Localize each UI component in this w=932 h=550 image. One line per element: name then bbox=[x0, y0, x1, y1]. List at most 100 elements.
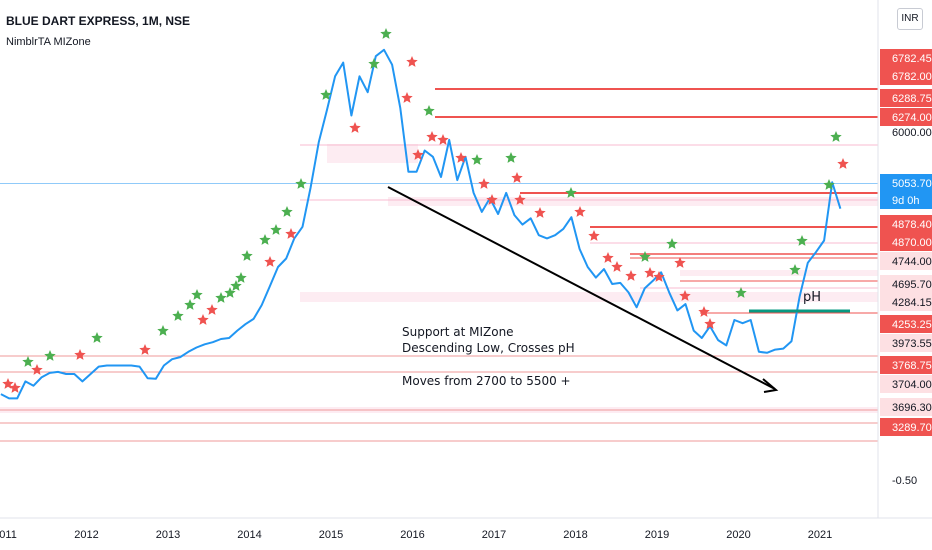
price-label: 6782.45 bbox=[892, 53, 932, 65]
mizone-star-marker bbox=[505, 152, 517, 163]
price-label: 4744.00 bbox=[892, 256, 932, 268]
trend-arrow bbox=[387, 186, 779, 393]
x-tick-label: 2011 bbox=[0, 529, 17, 541]
price-label: 4695.70 bbox=[892, 279, 932, 291]
mizone-markers bbox=[2, 28, 849, 393]
mizone-star-marker bbox=[679, 290, 691, 301]
price-label: 4878.40 bbox=[892, 219, 932, 231]
price-label-bg bbox=[880, 174, 932, 192]
mizone-band bbox=[680, 270, 878, 276]
price-label-bg bbox=[880, 398, 932, 416]
mizone-star-marker bbox=[837, 158, 849, 169]
mizone-bands bbox=[0, 144, 878, 413]
price-label-bg bbox=[880, 293, 932, 311]
x-tick-label: 2018 bbox=[563, 529, 587, 541]
indicator-title: NimblrTA MIZone bbox=[6, 36, 91, 48]
mizone-star-marker bbox=[230, 280, 242, 291]
mizone-star-marker bbox=[644, 267, 656, 278]
x-tick-label: 2012 bbox=[74, 529, 98, 541]
price-label-bg bbox=[880, 49, 932, 67]
mizone-star-marker bbox=[235, 272, 247, 283]
mizone-star-marker bbox=[157, 325, 169, 336]
price-label: 3973.55 bbox=[892, 338, 932, 350]
price-label-bg bbox=[880, 233, 932, 251]
mizone-star-marker bbox=[625, 270, 637, 281]
mizone-star-marker bbox=[259, 234, 271, 245]
symbol-title: BLUE DART EXPRESS, 1M, NSE bbox=[6, 14, 191, 28]
mizone-star-marker bbox=[471, 154, 483, 165]
mizone-star-marker bbox=[91, 332, 103, 343]
mizone-star-marker bbox=[796, 235, 808, 246]
price-label-bg bbox=[880, 315, 932, 333]
mizone-star-marker bbox=[281, 206, 293, 217]
mizone-star-marker bbox=[674, 257, 686, 268]
price-label-bg bbox=[880, 375, 932, 393]
x-tick-label: 2021 bbox=[808, 529, 832, 541]
mizone-star-marker bbox=[704, 318, 716, 329]
mizone-star-marker bbox=[486, 194, 498, 205]
mizone-star-marker bbox=[44, 350, 56, 361]
mizone-star-marker bbox=[478, 178, 490, 189]
x-tick-label: 2016 bbox=[400, 529, 424, 541]
mizone-star-marker bbox=[514, 194, 526, 205]
mizone-star-marker bbox=[264, 256, 276, 267]
price-label: 4870.00 bbox=[892, 237, 932, 249]
mizone-levels bbox=[0, 88, 878, 442]
mizone-star-marker bbox=[412, 149, 424, 160]
mizone-star-marker bbox=[224, 287, 236, 298]
mizone-star-marker bbox=[349, 122, 361, 133]
mizone-star-marker bbox=[653, 271, 665, 282]
price-label-bg bbox=[880, 252, 932, 270]
x-tick-label: 2014 bbox=[237, 529, 261, 541]
mizone-star-marker bbox=[197, 314, 209, 325]
mizone-star-marker bbox=[511, 172, 523, 183]
price-label: -0.50 bbox=[892, 475, 917, 487]
mizone-star-marker bbox=[426, 131, 438, 142]
price-label-bg bbox=[880, 67, 932, 85]
mizone-band bbox=[300, 292, 878, 302]
mizone-star-marker bbox=[574, 206, 586, 217]
price-label: 4284.15 bbox=[892, 297, 932, 309]
mizone-star-marker bbox=[285, 228, 297, 239]
time-scale[interactable]: 2011 2012 2013 2014 2015 2016 2017 2018 2019 2020… bbox=[0, 529, 832, 541]
price-label: 6782.00 bbox=[892, 71, 932, 83]
mizone-star-marker bbox=[241, 250, 253, 261]
price-scale[interactable]: 6782.45 6782.00 6288.75 6274.00 6000.00 5053.… bbox=[880, 49, 932, 487]
x-tick-label: 2017 bbox=[482, 529, 506, 541]
price-label: 3704.00 bbox=[892, 379, 932, 391]
mizone-star-marker bbox=[455, 152, 467, 163]
mizone-star-marker bbox=[588, 230, 600, 241]
mizone-star-marker bbox=[22, 356, 34, 367]
price-label: 9d 0h bbox=[892, 195, 920, 207]
mizone-star-marker bbox=[611, 261, 623, 272]
mizone-star-marker bbox=[602, 252, 614, 263]
price-label: 3696.30 bbox=[892, 402, 932, 414]
mizone-star-marker bbox=[74, 349, 86, 360]
x-tick-label: 2013 bbox=[156, 529, 180, 541]
x-tick-label: 2020 bbox=[726, 529, 750, 541]
annotation-moves: Moves from 2700 to 5500 + bbox=[402, 374, 571, 388]
mizone-star-marker bbox=[206, 304, 218, 315]
mizone-star-marker bbox=[368, 58, 380, 69]
mizone-star-marker bbox=[31, 364, 43, 375]
currency-button[interactable]: INR bbox=[897, 8, 923, 30]
mizone-star-marker bbox=[823, 179, 835, 190]
price-label: 6288.75 bbox=[892, 93, 932, 105]
annotation-support: Support at MIZone bbox=[402, 325, 514, 339]
price-label: 6000.00 bbox=[892, 127, 932, 139]
price-label-bg bbox=[880, 215, 932, 233]
mizone-star-marker bbox=[215, 292, 227, 303]
annotation-descending: Descending Low, Crosses pH bbox=[402, 341, 575, 355]
mizone-star-marker bbox=[666, 238, 678, 249]
mizone-star-marker bbox=[172, 310, 184, 321]
mizone-star-marker bbox=[437, 134, 449, 145]
mizone-star-marker bbox=[565, 187, 577, 198]
price-label: 3289.70 bbox=[892, 422, 932, 434]
mizone-star-marker bbox=[9, 382, 21, 393]
price-label: 4253.25 bbox=[892, 319, 932, 331]
mizone-star-marker bbox=[139, 344, 151, 355]
mizone-star-marker bbox=[295, 178, 307, 189]
price-label-bg bbox=[880, 191, 932, 209]
mizone-star-marker bbox=[270, 224, 282, 235]
